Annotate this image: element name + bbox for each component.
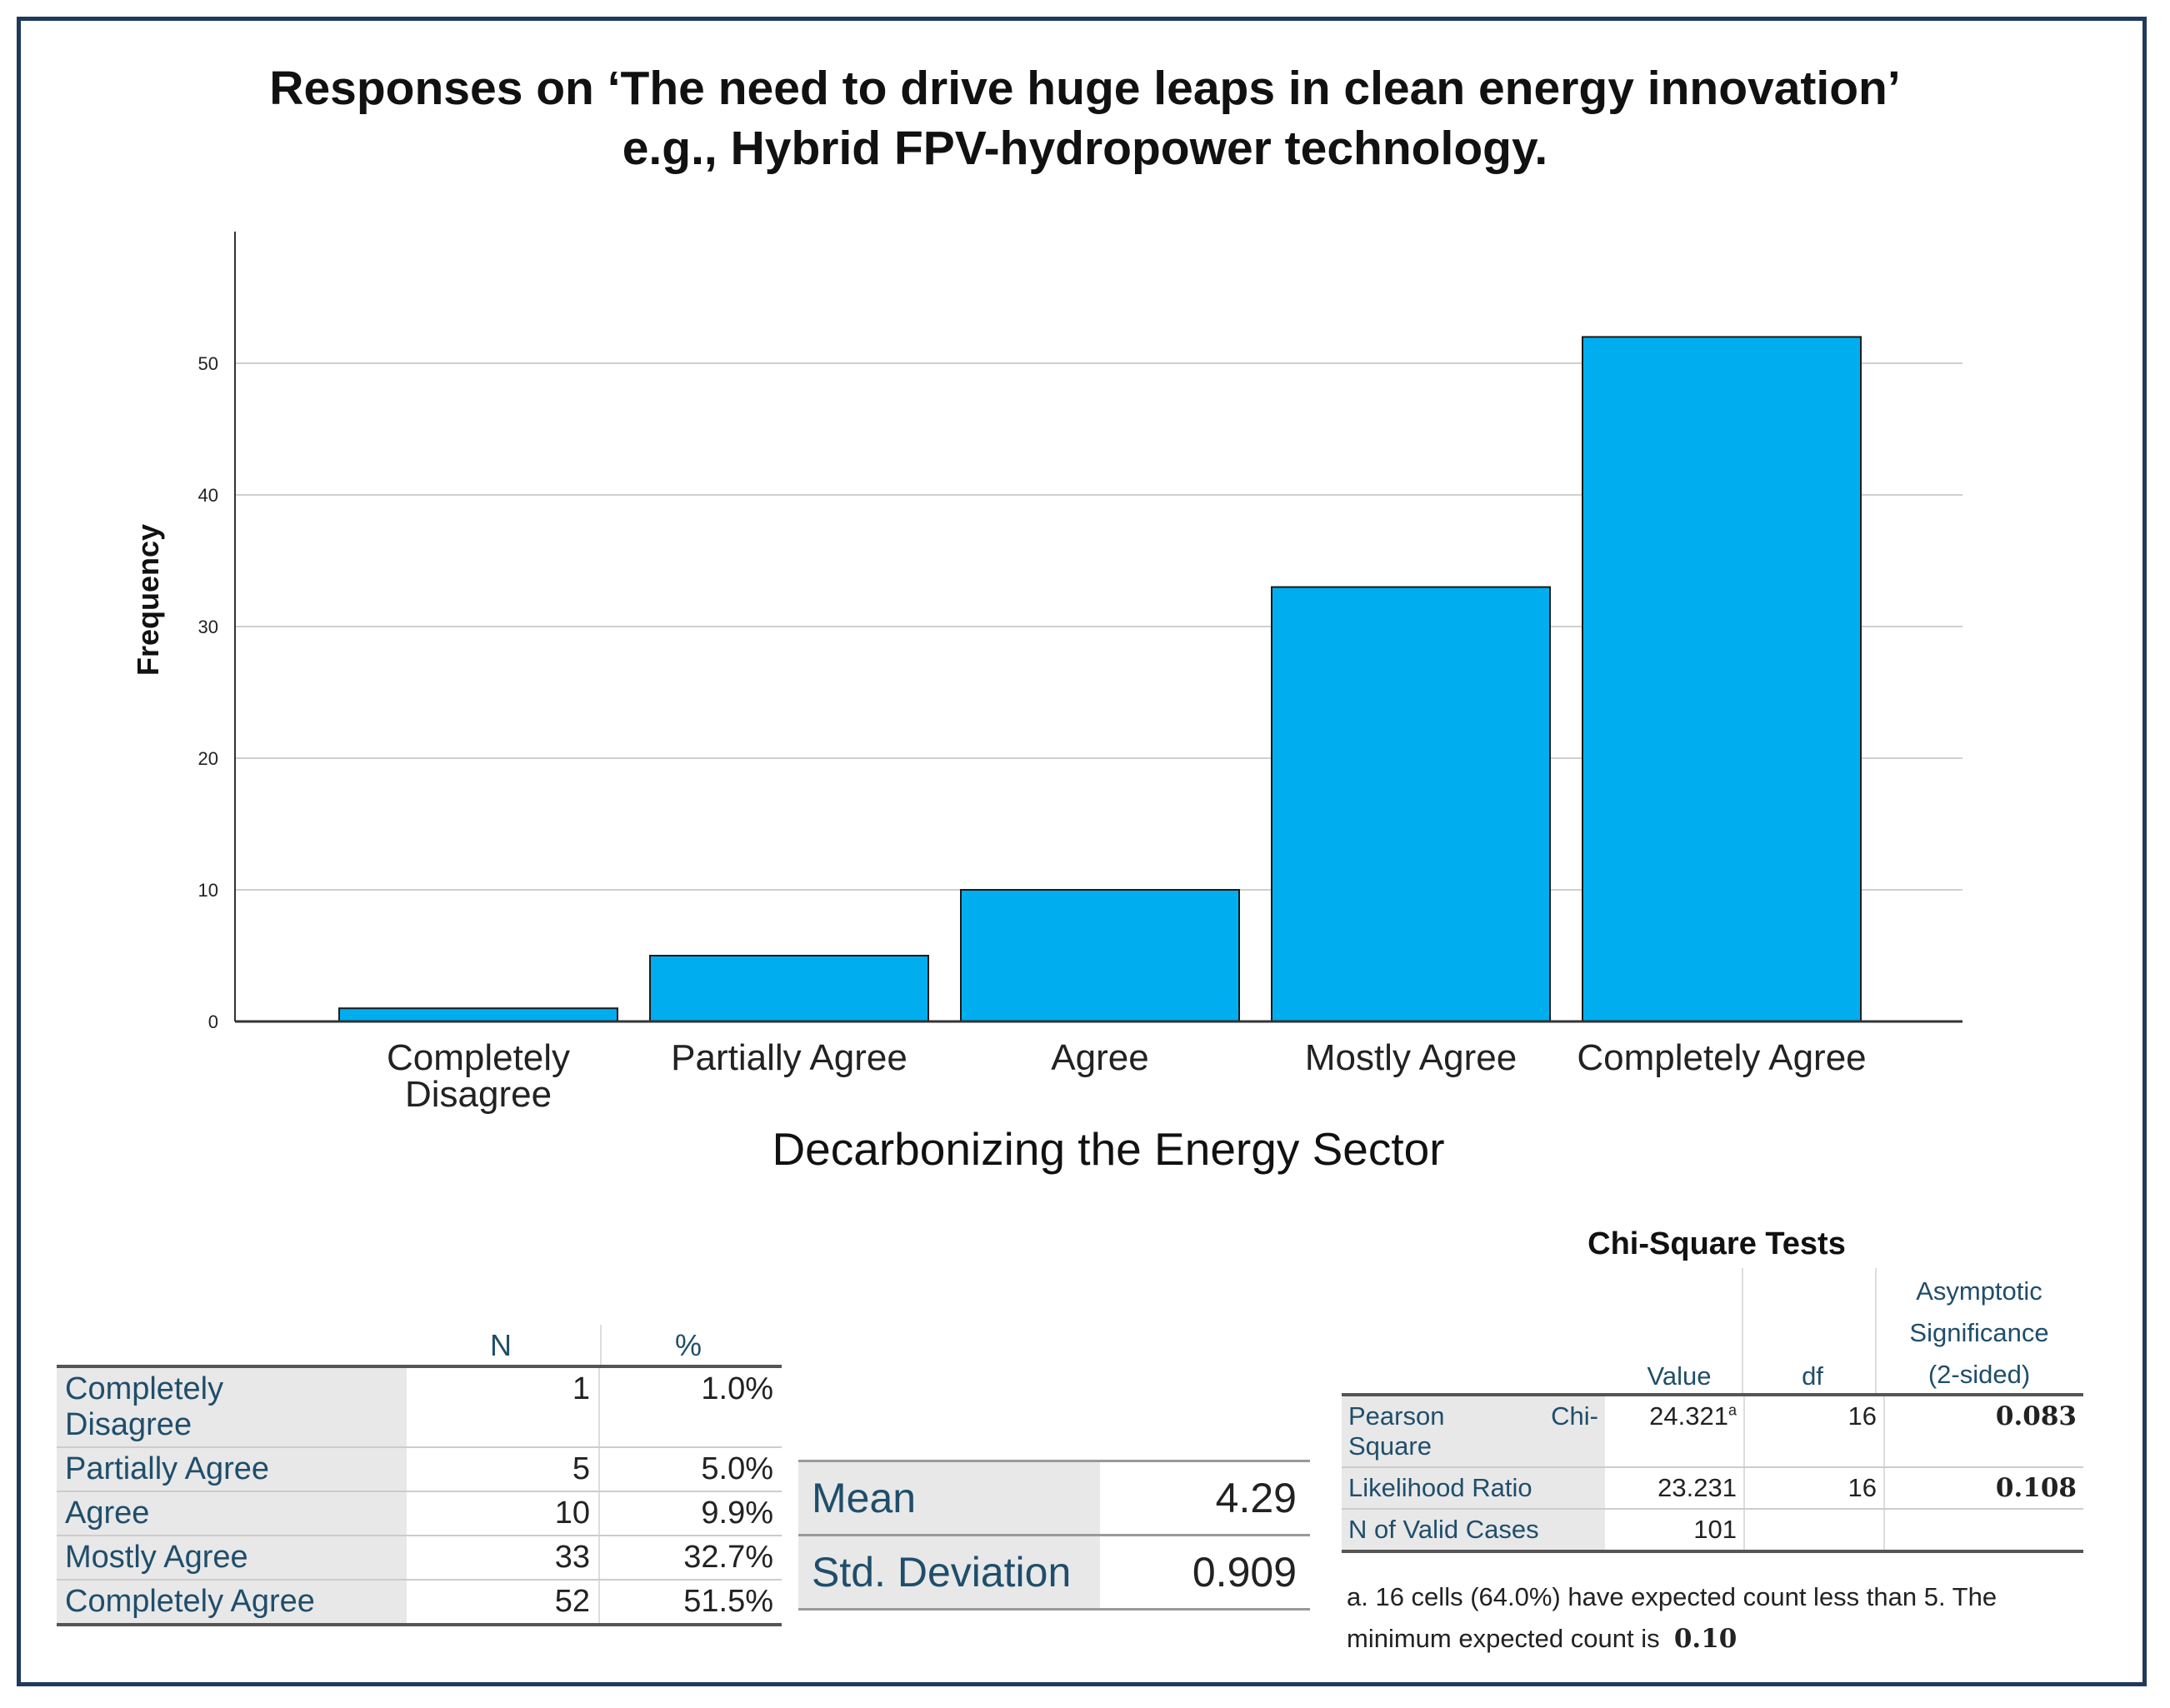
frequency-table-header: N % [57, 1325, 782, 1365]
figure-frame [17, 17, 2147, 1686]
chi-square-table: Pearson Chi- Square 24.321a 16 0.083 Like… [1342, 1393, 2083, 1553]
col-n-header: N [490, 1328, 512, 1362]
chart-title: Responses on ‘The need to drive huge lea… [0, 58, 2170, 178]
chi-row-label: Pearson Chi- Square [1342, 1393, 1605, 1468]
descriptive-stats-table: Mean 4.29 Std. Deviation 0.909 [798, 1460, 1310, 1611]
chi-square-footnote: a. 16 cells (64.0%) have expected count … [1347, 1582, 1998, 1654]
chi-value: 23.231 [1605, 1467, 1745, 1510]
frequency-row: Completely Disagree 1 1.0% [57, 1365, 782, 1448]
frequency-pct: 1.0% [599, 1365, 782, 1448]
chi-col-value: Value [1647, 1361, 1712, 1391]
frequency-row: Completely Agree 52 51.5% [57, 1580, 782, 1626]
x-tick-label: Completely Disagree [387, 1037, 570, 1115]
sd-label: Std. Deviation [798, 1534, 1100, 1611]
frequency-n: 52 [407, 1580, 600, 1626]
chi-square-header: Value df Asymptotic Significance (2-side… [1342, 1268, 2083, 1393]
chi-sig: 0.108 [1884, 1467, 2083, 1510]
chi-value: 24.321a [1605, 1393, 1745, 1468]
frequency-row: Mostly Agree 33 32.7% [57, 1536, 782, 1581]
x-tick-label: Agree [1051, 1037, 1148, 1078]
frequency-n: 1 [407, 1365, 600, 1448]
y-tick-label: 20 [198, 748, 218, 769]
bar-chart: 0 10 20 30 40 50 Completely Disagree Partially … [131, 232, 1962, 1175]
x-tick-labels: Completely Disagree Partially Agree Agree Mo… [387, 1037, 1867, 1115]
frequency-n: 33 [407, 1536, 600, 1581]
chi-row-pearson: Pearson Chi- Square 24.321a 16 0.083 [1342, 1393, 2083, 1468]
chart-title-line-2: e.g., Hybrid FPV-hydropower technology. [622, 122, 1548, 175]
frequency-pct: 51.5% [599, 1580, 782, 1626]
frequency-pct: 9.9% [599, 1491, 782, 1536]
chi-df [1744, 1509, 1885, 1553]
frequency-pct: 32.7% [599, 1536, 782, 1581]
frequency-row: Partially Agree 5 5.0% [57, 1447, 782, 1492]
y-tick-label: 10 [198, 880, 218, 901]
bar-mostly-agree [1271, 586, 1551, 1022]
frequency-row-label: Agree [57, 1491, 407, 1536]
x-tick-label: Completely Agree [1577, 1037, 1866, 1078]
chi-row-likelihood: Likelihood Ratio 23.231 16 0.108 [1342, 1467, 2083, 1510]
frequency-pct: 5.0% [599, 1447, 782, 1492]
frequency-row-label: Partially Agree [57, 1447, 407, 1492]
y-ticks: 0 10 20 30 40 50 [198, 353, 218, 1032]
chi-sig [1884, 1509, 2083, 1553]
chi-col-sig-3: (2-sided) [1928, 1360, 2031, 1389]
mean-row: Mean 4.29 [798, 1460, 1310, 1536]
frequency-n: 5 [407, 1447, 600, 1492]
frequency-row-label: Mostly Agree [57, 1536, 407, 1581]
frequency-row-label: Completely Disagree [57, 1365, 407, 1448]
x-tick-label: Partially Agree [671, 1037, 908, 1078]
bar-partially-agree [649, 955, 929, 1022]
chi-col-sig-2: Significance [1909, 1318, 2049, 1347]
bar-completely-agree [1582, 336, 1862, 1022]
chi-df: 16 [1744, 1393, 1885, 1468]
col-pct-header: % [675, 1328, 702, 1362]
frequency-row-label: Completely Agree [57, 1580, 407, 1626]
chi-value: 101 [1605, 1509, 1745, 1553]
chart-title-line-1: Responses on ‘The need to drive huge lea… [269, 62, 1901, 115]
x-axis-title: Decarbonizing the Energy Sector [772, 1123, 1444, 1175]
sd-value: 0.909 [1100, 1534, 1310, 1611]
y-tick-label: 30 [198, 617, 218, 637]
y-tick-label: 0 [208, 1011, 218, 1032]
chi-df: 16 [1744, 1467, 1885, 1510]
mean-label: Mean [798, 1460, 1100, 1536]
bar-completely-disagree [338, 1007, 618, 1022]
x-tick-label: Mostly Agree [1305, 1037, 1517, 1078]
frequency-n: 10 [407, 1491, 600, 1536]
y-tick-label: 50 [198, 353, 218, 374]
y-tick-label: 40 [198, 485, 218, 506]
chi-col-df: df [1802, 1361, 1823, 1391]
chi-row-label: Likelihood Ratio [1342, 1467, 1605, 1510]
chi-row-label: N of Valid Cases [1342, 1509, 1605, 1553]
chi-sig: 0.083 [1884, 1393, 2083, 1468]
bar-agree [960, 889, 1240, 1022]
chi-col-sig-1: Asymptotic [1916, 1276, 2042, 1306]
frequency-row: Agree 10 9.9% [57, 1491, 782, 1536]
bars [338, 336, 1862, 1022]
sd-row: Std. Deviation 0.909 [798, 1534, 1310, 1611]
y-axis-title: Frequency [131, 524, 165, 676]
mean-value: 4.29 [1100, 1460, 1310, 1536]
chi-square-title: Chi-Square Tests [1588, 1226, 1846, 1261]
frequency-table: N % Completely Disagree 1 1.0% Partially Agr… [57, 1325, 782, 1626]
chi-row-valid-cases: N of Valid Cases 101 [1342, 1509, 2083, 1553]
